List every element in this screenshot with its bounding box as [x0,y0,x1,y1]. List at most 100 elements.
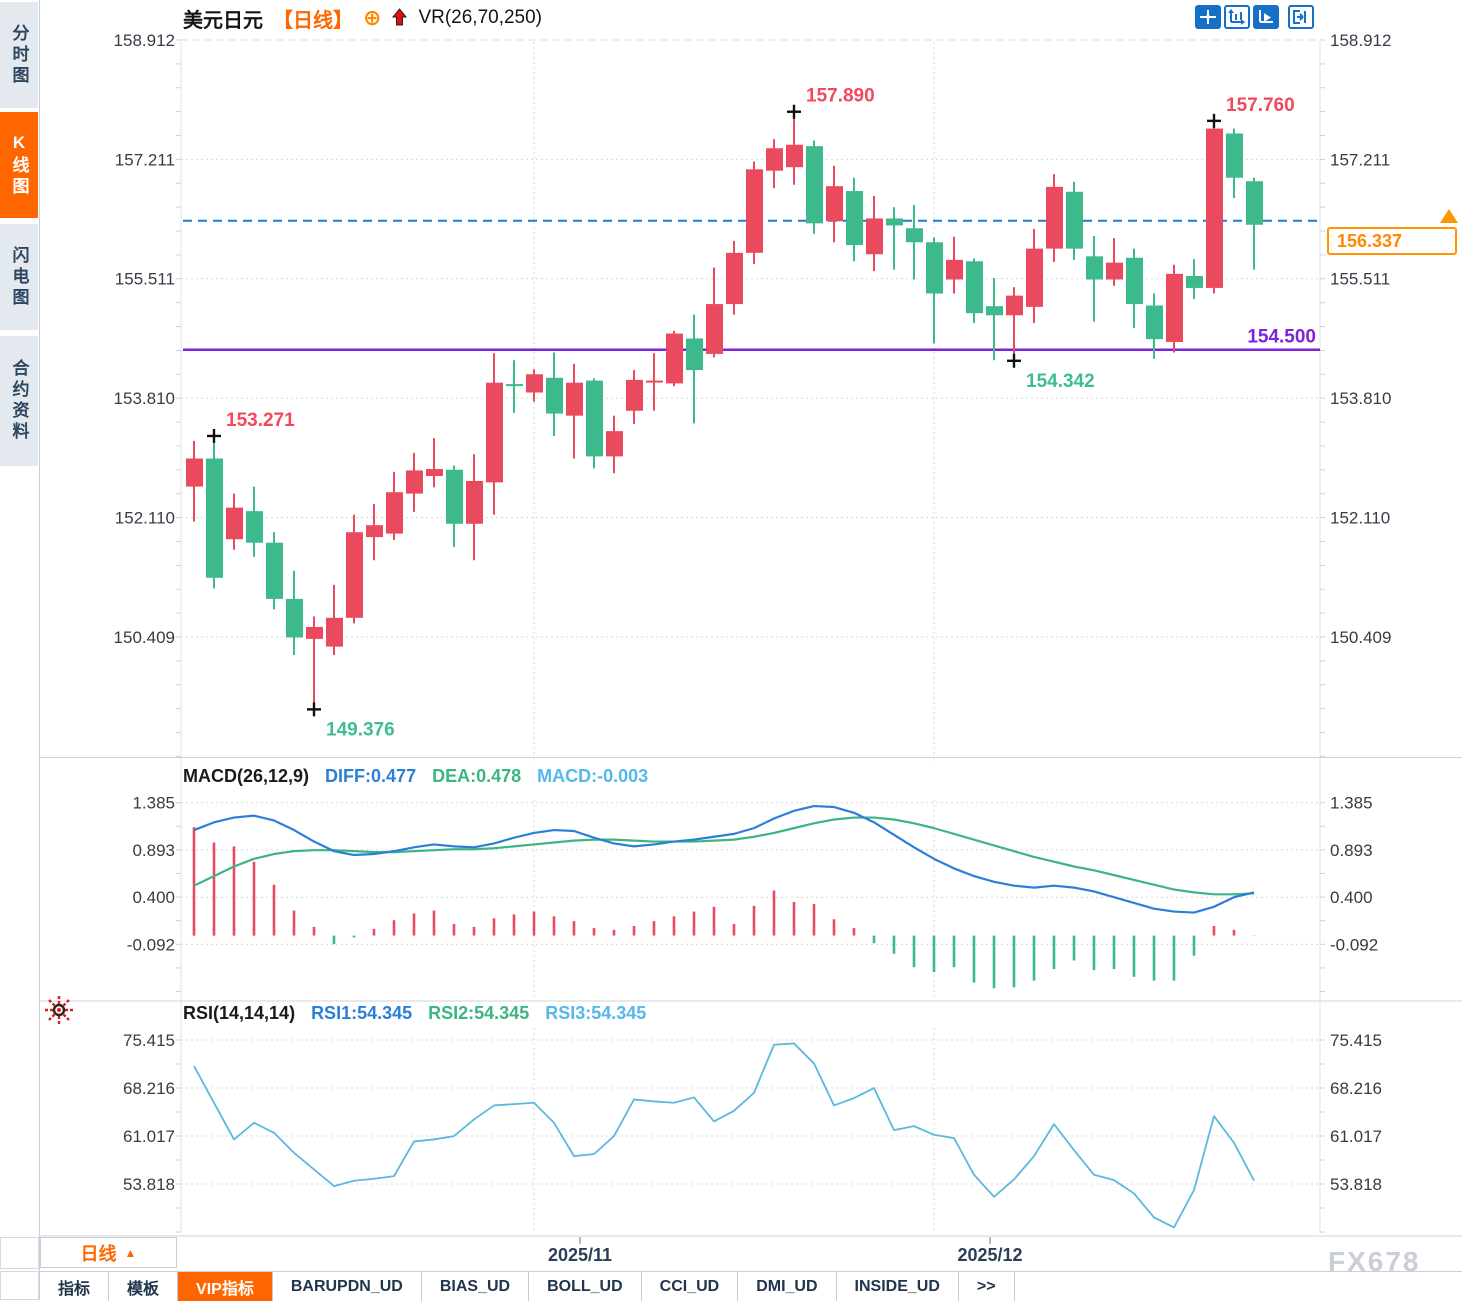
candle [866,218,883,255]
candle [946,259,963,280]
price-up-triangle-icon [1440,209,1458,223]
svg-text:61.017: 61.017 [123,1127,175,1146]
candle [446,469,463,524]
tab-indicators[interactable]: 指标 [40,1272,110,1301]
candle [486,382,503,483]
sidebar-item-flash-chart[interactable]: 闪电图 [0,224,38,330]
macd-diff-value: DIFF:0.477 [325,766,417,786]
reference-lines: 154.500 [183,219,1320,351]
candle [226,507,243,540]
pan-crosshair-icon[interactable] [1195,5,1221,29]
candle [286,598,303,638]
candle [306,626,323,639]
svg-text:153.810: 153.810 [1330,389,1391,408]
svg-text:-0.092: -0.092 [127,935,175,954]
sidebar-item-contract-info[interactable]: 合约资料 [0,336,38,466]
tab-templates[interactable]: 模板 [109,1272,179,1301]
candle [1206,128,1223,288]
candle [846,191,863,246]
svg-text:154.342: 154.342 [1026,371,1095,392]
candle [966,261,983,314]
candle [506,384,523,387]
sidebar-bottom-cell [0,1271,39,1300]
sidebar-item-label: K线图 [9,132,29,198]
candle [706,304,723,354]
crosshair-circle-icon[interactable]: ⊕ [363,5,382,30]
macd-panel [192,804,1256,989]
candle [1046,186,1063,249]
svg-text:158.912: 158.912 [1330,31,1391,50]
auto-scale-icon[interactable] [1253,5,1279,29]
vr-indicator-label: VR(26,70,250) [418,7,543,28]
indicator-sun-icon [44,995,74,1025]
candle [686,338,703,371]
current-price-value: 156.337 [1337,230,1403,251]
sidebar-item-label: 闪电图 [9,245,29,309]
svg-text:0.400: 0.400 [132,888,175,907]
macd-hist-value: MACD:-0.003 [537,766,649,786]
svg-text:153.810: 153.810 [114,389,175,408]
tab-more[interactable]: >> [959,1272,1015,1301]
candle [986,306,1003,316]
month-gridlines: 2025/11 2025/12 [533,42,1023,1265]
current-price-marker: 156.337 [1327,227,1457,255]
svg-text:0.400: 0.400 [1330,888,1373,907]
svg-text:155.511: 155.511 [1330,270,1390,289]
candle [586,380,603,457]
tab-dmi-ud[interactable]: DMI_UD [738,1272,837,1301]
panel-borders [40,42,1462,1237]
candle [206,458,223,578]
candle [806,146,823,224]
goto-latest-icon[interactable] [1288,5,1314,29]
period-tag: 【日线】 [273,9,353,32]
svg-text:68.216: 68.216 [1330,1079,1382,1098]
candle [786,144,803,168]
gridlines [176,39,1325,1233]
svg-text:150.409: 150.409 [1330,628,1391,647]
candle [1246,181,1263,225]
rsi-panel [193,1042,1255,1229]
svg-text:2025/12: 2025/12 [957,1245,1022,1265]
svg-text:75.415: 75.415 [123,1031,175,1050]
rsi1-value: RSI1:54.345 [311,1003,413,1023]
candle [1126,257,1143,305]
sidebar-item-kline-chart[interactable]: K线图 [0,112,38,218]
tab-barupdn-ud[interactable]: BARUPDN_UD [273,1272,422,1301]
scale-axes-icon[interactable] [1224,5,1250,29]
svg-text:152.110: 152.110 [115,508,175,527]
candle [1086,256,1103,280]
watermark: FX678 [1328,1246,1421,1277]
period-label: 日线 [80,1243,117,1264]
svg-text:-0.092: -0.092 [1330,935,1378,954]
sidebar-item-label: 合约资料 [9,359,29,443]
svg-text:53.818: 53.818 [123,1175,175,1194]
sidebar-item-time-chart[interactable]: 分时图 [0,2,38,108]
tab-bias-ud[interactable]: BIAS_UD [422,1272,530,1301]
svg-text:153.271: 153.271 [226,410,295,431]
candle [406,470,423,494]
tab-inside-ud[interactable]: INSIDE_UD [837,1272,959,1301]
tab-cci-ud[interactable]: CCI_UD [642,1272,739,1301]
macd-title: MACD(26,12,9) [183,766,310,786]
triangle-up-icon: ▲ [124,1245,137,1260]
rsi2-value: RSI2:54.345 [428,1003,530,1023]
svg-text:155.511: 155.511 [115,270,175,289]
candle [886,218,903,226]
candle [386,492,403,534]
tab-vip-indicators[interactable]: VIP指标 [178,1272,273,1301]
macd-legend: MACD(26,12,9) DIFF:0.477 DEA:0.478 MACD:… [183,766,648,787]
candle [546,377,563,414]
axis-labels: 158.912 158.912 157.211 157.211 155.511 155.5… [114,31,1392,1194]
tab-boll-ud[interactable]: BOLL_UD [529,1272,642,1301]
period-dropdown-button[interactable]: 日线 ▲ [40,1237,177,1268]
svg-text:68.216: 68.216 [123,1079,175,1098]
candles-layer [186,111,1263,710]
svg-text:1.385: 1.385 [132,794,175,813]
candle [766,148,783,171]
svg-text:154.500: 154.500 [1247,327,1316,348]
macd-dea-value: DEA:0.478 [432,766,522,786]
candle [1146,305,1163,340]
sidebar-item-label: 分时图 [9,23,29,87]
candle [606,431,623,457]
